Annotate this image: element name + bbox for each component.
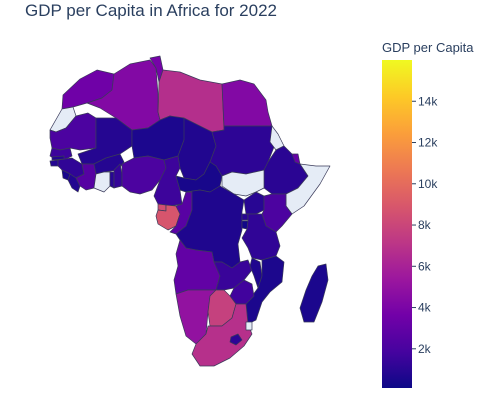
colorbar-gradient	[382, 60, 412, 388]
country-rwanda	[241, 213, 249, 221]
country-zambia	[213, 259, 253, 291]
colorbar-tick-label: 12k	[418, 136, 438, 150]
country-mozambique	[245, 255, 285, 325]
colorbar-ticks: 2k 4k 6k 8k 10k 12k 14k	[412, 94, 438, 356]
country-egypt	[221, 79, 273, 127]
country-nigeria	[121, 155, 167, 195]
colorbar-tick-label: 4k	[418, 301, 432, 315]
colorbar-tick-label: 2k	[418, 342, 432, 356]
country-eswatini	[245, 321, 253, 331]
country-lesotho	[229, 333, 243, 346]
colorbar-tick-label: 10k	[418, 177, 438, 191]
colorbar-tick-label: 8k	[418, 218, 432, 232]
colorbar-tick-label: 6k	[418, 259, 432, 273]
country-guinea-bissau	[49, 159, 59, 167]
africa-map[interactable]	[49, 55, 331, 367]
country-ghana	[93, 171, 111, 193]
country-cameroon	[153, 155, 183, 207]
country-togo	[109, 171, 115, 189]
map-title: GDP per Capita in Africa for 2022	[25, 1, 277, 20]
country-south-sudan	[221, 169, 265, 197]
country-madagascar	[299, 263, 329, 323]
colorbar-tick-label: 14k	[418, 94, 438, 108]
country-kenya	[261, 193, 293, 233]
colorbar: GDP per Capita 2k 4k 6k 8k 10k 12k 14k	[382, 40, 474, 388]
colorbar-title: GDP per Capita	[382, 40, 474, 55]
